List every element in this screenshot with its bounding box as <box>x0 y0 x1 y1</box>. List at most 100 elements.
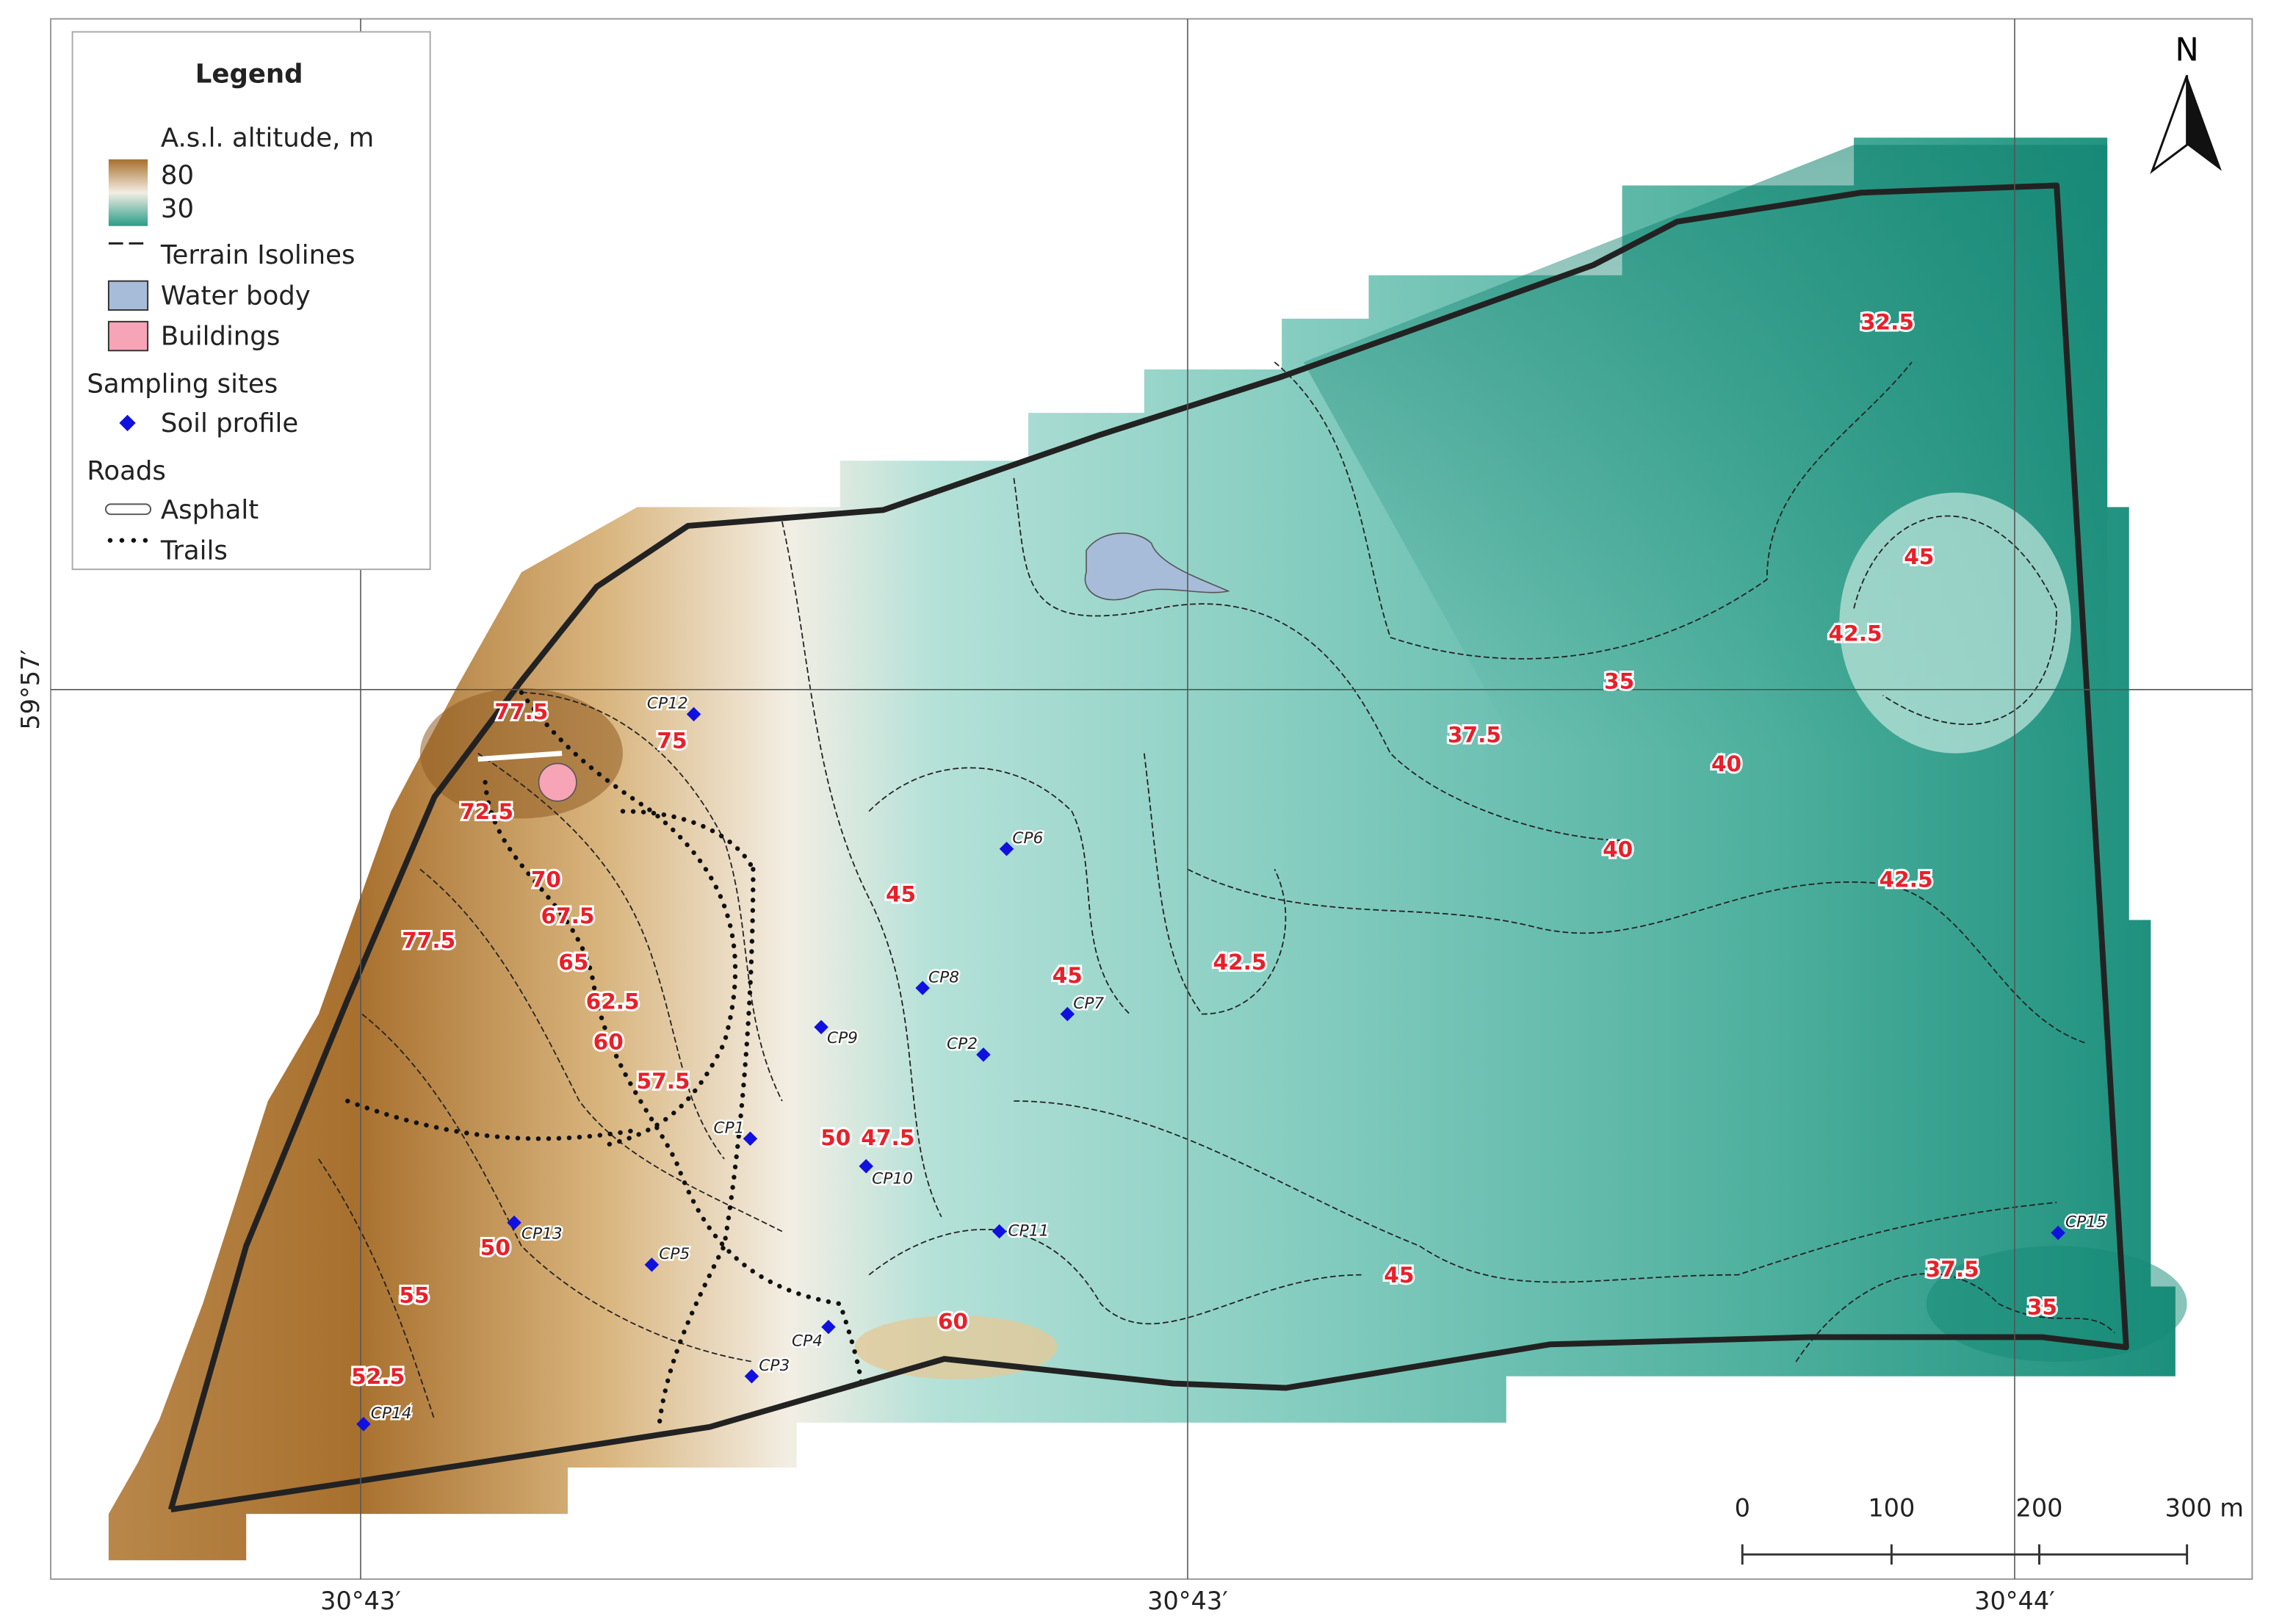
site-label: CP9 <box>827 1029 858 1047</box>
contour-label: 65 <box>558 950 588 975</box>
water-body <box>1084 533 1230 601</box>
legend-heading: Roads <box>87 456 166 486</box>
contour-label: 75 <box>657 728 687 753</box>
legend-max: 80 <box>161 161 194 191</box>
north-arrow <box>2187 75 2222 171</box>
site-label: CP6 <box>1012 829 1043 848</box>
legend-title: Legend <box>195 59 303 90</box>
trail <box>483 779 864 1393</box>
site-label: CP15 <box>2065 1213 2106 1232</box>
soil-profile <box>507 1215 521 1230</box>
contour-label: 45 <box>1384 1263 1414 1288</box>
site-label: CP11 <box>1008 1221 1049 1240</box>
contour-label: 45 <box>1053 963 1083 988</box>
legend-item: Terrain Isolines <box>160 240 355 270</box>
scale-bar: 0 100 200 300 m <box>1735 1494 2244 1565</box>
longitude-label: 30°44′ <box>1974 1587 2055 1615</box>
legend-item: Soil profile <box>161 408 298 439</box>
site-label: CP7 <box>1073 995 1104 1013</box>
legend-item: Asphalt <box>161 495 259 525</box>
scale-label: 100 <box>1868 1494 1915 1523</box>
soil-profile <box>1060 1006 1075 1022</box>
site-label: CP4 <box>792 1332 823 1350</box>
legend: Legend A.s.l. altitude, m 80 30 Terrain … <box>71 31 431 571</box>
site-label: CP3 <box>759 1357 790 1375</box>
soil-profile <box>999 842 1014 856</box>
scale-label: 0 <box>1735 1494 1750 1523</box>
asphalt-road <box>477 751 563 762</box>
contour-label: 42.5 <box>1213 950 1266 975</box>
soil-profile <box>992 1224 1007 1239</box>
contour-label: 47.5 <box>861 1125 914 1150</box>
contour-label: 45 <box>886 881 916 906</box>
contour-label: 62.5 <box>586 989 640 1014</box>
contour-label: 50 <box>820 1125 851 1150</box>
soil-profile <box>821 1319 836 1335</box>
contour-label: 57.5 <box>637 1069 690 1094</box>
site-label: CP14 <box>371 1404 412 1423</box>
contour-labels: 77.5 75 72.5 70 67.5 77.5 65 62.5 60 57.5 50 47.5 45… <box>349 307 2059 1391</box>
contour-label: 52.5 <box>351 1364 405 1389</box>
soil-profile <box>743 1131 758 1147</box>
soil-profile <box>744 1368 759 1384</box>
site-label: CP8 <box>928 968 959 986</box>
legend-swatch <box>108 159 148 226</box>
contour-label: 32.5 <box>1860 309 1914 334</box>
north-label: N <box>2175 32 2198 69</box>
legend-min: 30 <box>161 194 194 224</box>
study-boundary <box>167 182 2129 1513</box>
contour-label: 40 <box>1603 837 1633 862</box>
soil-profile <box>859 1158 873 1174</box>
contour-label: 40 <box>1711 751 1741 776</box>
legend-swatch <box>107 320 149 352</box>
legend-heading: A.s.l. altitude, m <box>161 123 374 153</box>
contour-label: 35 <box>1604 668 1634 693</box>
contour-label: 67.5 <box>541 903 595 928</box>
contour-label: 77.5 <box>402 928 455 953</box>
contour-label: 50 <box>480 1235 510 1260</box>
contour-label: 37.5 <box>1926 1257 1979 1282</box>
building <box>538 762 577 802</box>
legend-item: Buildings <box>161 322 280 352</box>
soil-profile <box>686 707 701 722</box>
latitude-label: 59°57′ <box>16 649 45 730</box>
contour-label: 70 <box>531 867 561 892</box>
legend-swatch <box>107 280 149 311</box>
scale-label: 300 m <box>2165 1494 2244 1523</box>
longitude-label: 30°43′ <box>320 1587 401 1615</box>
legend-swatch <box>104 503 152 516</box>
contour-label: 55 <box>399 1283 429 1308</box>
contour-label: 60 <box>593 1030 624 1055</box>
contour-label: 35 <box>2027 1295 2057 1320</box>
site-label: CP12 <box>647 695 688 713</box>
isolines <box>318 361 2115 1421</box>
contour-label: 42.5 <box>1880 867 1933 892</box>
contour-label: 45 <box>1904 544 1934 569</box>
contour-label: 42.5 <box>1829 621 1882 646</box>
scale-label: 200 <box>2016 1494 2063 1523</box>
legend-item: Trails <box>160 535 228 566</box>
sampling-sites: CP12 CP6 CP8 CP7 CP9 CP2 CP1 CP10 CP11 CP13 CP5 CP4… <box>356 693 2108 1432</box>
soil-profile <box>915 981 930 995</box>
site-label: CP10 <box>872 1169 913 1188</box>
site-label: CP2 <box>947 1035 978 1053</box>
soil-profile <box>356 1417 371 1432</box>
contour-label: 60 <box>938 1309 968 1334</box>
soil-profile <box>2051 1225 2065 1241</box>
legend-item: Water body <box>161 281 311 311</box>
contour-label: 77.5 <box>494 699 548 724</box>
trail <box>345 1098 640 1141</box>
soil-profile <box>976 1047 991 1062</box>
longitude-label: 30°43′ <box>1147 1587 1228 1615</box>
site-label: CP13 <box>521 1224 563 1243</box>
site-label: CP1 <box>714 1119 745 1137</box>
legend-heading: Sampling sites <box>87 369 278 400</box>
site-label: CP5 <box>659 1245 690 1263</box>
soil-profile <box>814 1019 828 1035</box>
trail <box>519 690 738 1147</box>
contour-label: 72.5 <box>460 799 513 824</box>
hill-shade <box>1839 492 2071 754</box>
contour-label: 37.5 <box>1448 722 1501 747</box>
